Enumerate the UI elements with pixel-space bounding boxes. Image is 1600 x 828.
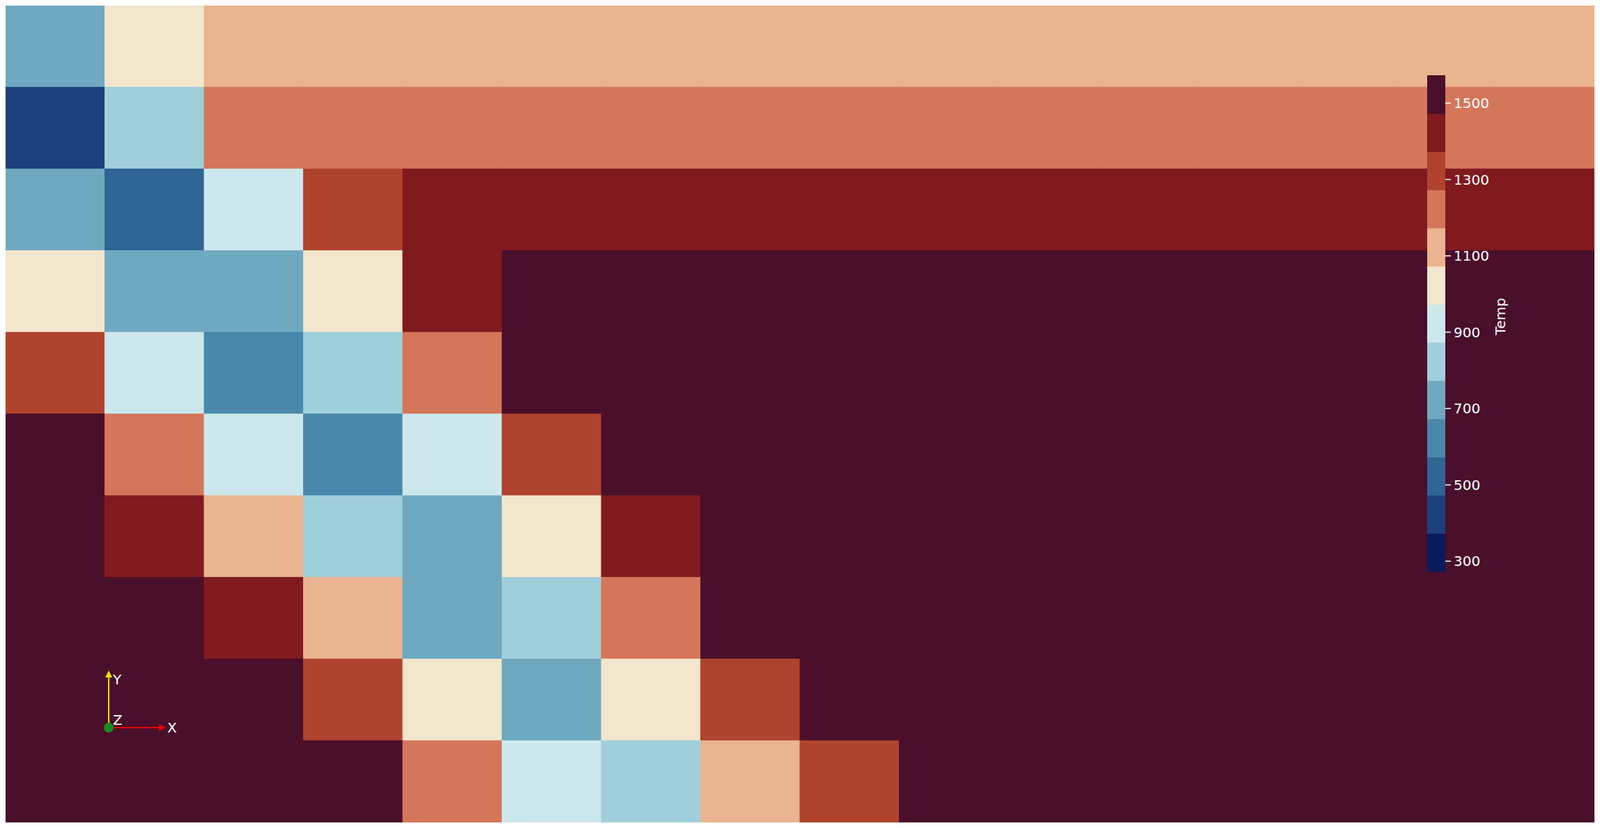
svg-text:X: X	[167, 719, 178, 736]
svg-text:700: 700	[1453, 400, 1481, 417]
svg-text:500: 500	[1453, 476, 1481, 494]
svg-text:Y: Y	[112, 671, 122, 688]
svg-text:1500: 1500	[1453, 94, 1490, 112]
svg-text:300: 300	[1453, 552, 1481, 570]
svg-text:900: 900	[1453, 324, 1481, 341]
svg-text:Z: Z	[112, 711, 123, 729]
svg-text:Temp: Temp	[1491, 297, 1509, 336]
svg-text:1100: 1100	[1453, 247, 1490, 265]
svg-text:1300: 1300	[1453, 171, 1490, 189]
